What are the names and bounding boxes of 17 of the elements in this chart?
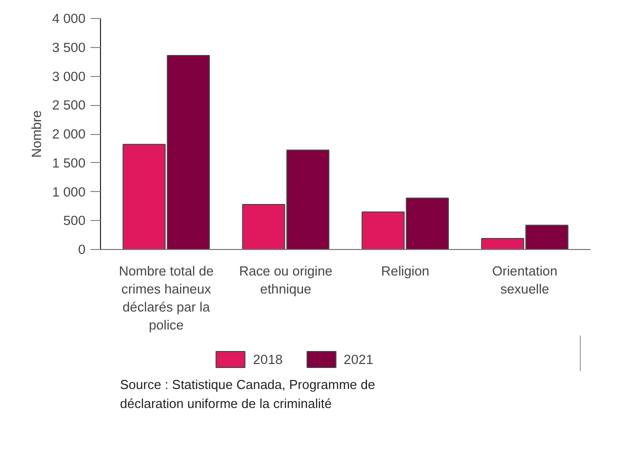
y-tick-label: 0 — [78, 242, 86, 257]
y-tick-label: 3 000 — [52, 68, 86, 84]
x-tick-label: Orientation sexuelle — [492, 264, 558, 296]
y-tick-label: 2 000 — [52, 126, 86, 142]
y-tick-label: 2 500 — [52, 98, 86, 113]
x-tick-label: Race ou origine ethnique — [239, 264, 332, 296]
x-tick-label: Religion — [381, 264, 430, 278]
y-tick-label: 1 000 — [52, 184, 86, 200]
y-tick-label: 3 500 — [52, 40, 86, 55]
source-note: Source : Statistique Canada, Programme de déclaration uniforme de la criminalité — [120, 376, 376, 413]
y-axis-title: Nombre — [29, 110, 44, 158]
y-tick-label: 1 500 — [52, 155, 86, 170]
y-tick-label: 4 000 — [52, 11, 86, 26]
x-tick-label: Nombre total de crimes haineux déclarés par la police — [118, 264, 214, 332]
legend-label: 2018 — [253, 352, 283, 366]
y-tick-label: 500 — [63, 213, 86, 228]
legend-label: 2021 — [344, 352, 374, 366]
